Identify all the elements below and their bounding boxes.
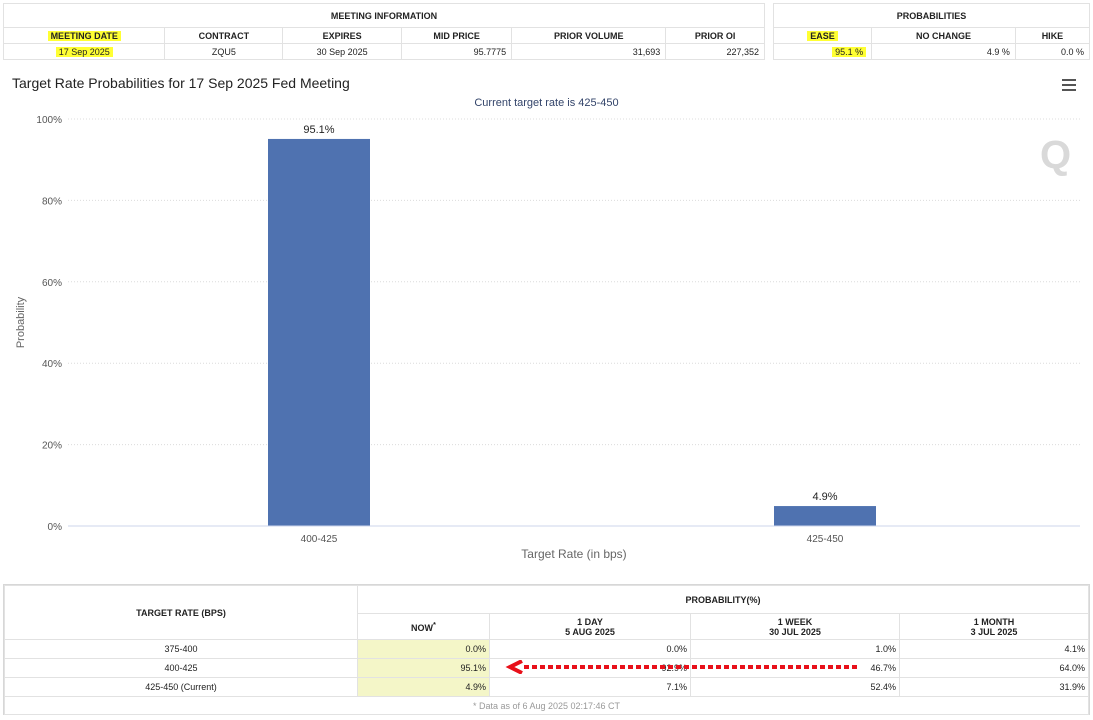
contract-header: CONTRACT	[164, 27, 284, 44]
probability-history-table: TARGET RATE (BPS) PROBABILITY(%) NOW* 1 …	[3, 584, 1090, 715]
one-month-cell: 64.0%	[899, 658, 1089, 678]
prior-volume-header: PRIOR VOLUME	[511, 27, 667, 44]
hike-value: 0.0 %	[1014, 43, 1091, 60]
target-rate-header: TARGET RATE (BPS)	[4, 585, 358, 640]
one-month-cell: 31.9%	[899, 677, 1089, 697]
now-cell: 0.0%	[357, 639, 490, 659]
red-arrow-annotation	[505, 660, 858, 674]
no-change-header: NO CHANGE	[871, 27, 1016, 44]
rate-cell: 425-450 (Current)	[4, 677, 358, 697]
data-label-425-450: 4.9%	[812, 491, 837, 503]
y-tick-label: 20%	[42, 441, 62, 452]
mid-price-header: MID PRICE	[401, 27, 513, 44]
now-cell: 95.1%	[357, 658, 490, 678]
rate-cell: 400-425	[4, 658, 358, 678]
x-axis-label: Target Rate (in bps)	[521, 547, 626, 561]
one-day-cell: 7.1%	[489, 677, 691, 697]
ease-header: EASE	[772, 27, 873, 44]
x-tick-label-400-425: 400-425	[301, 534, 338, 545]
y-tick-label: 0%	[48, 522, 63, 533]
table-row: 375-400 0.0% 0.0% 1.0% 4.1%	[4, 639, 1089, 659]
chart-subtitle: Current target rate is 425-450	[474, 97, 619, 109]
table-row: 400-425 95.1% 92.9% 46.7% 64.0%	[4, 658, 1089, 678]
chart-data-labels: 95.1% 4.9%	[303, 124, 837, 503]
bar-425-450	[774, 506, 876, 526]
ease-value: 95.1 %	[772, 43, 873, 60]
meeting-information-title: MEETING INFORMATION	[3, 3, 765, 28]
hike-header: HIKE	[1014, 27, 1091, 44]
one-month-header: 1 MONTH 3 JUL 2025	[899, 613, 1089, 640]
data-timestamp-note: * Data as of 6 Aug 2025 02:17:46 CT	[4, 696, 1089, 715]
prior-oi-header: PRIOR OI	[665, 27, 765, 44]
no-change-value: 4.9 %	[871, 43, 1016, 60]
one-month-cell: 4.1%	[899, 639, 1089, 659]
now-header: NOW*	[357, 613, 490, 640]
one-week-cell: 52.4%	[690, 677, 900, 697]
data-label-400-425: 95.1%	[303, 124, 334, 136]
mid-price-value: 95.7775	[401, 43, 513, 60]
y-tick-label: 60%	[42, 278, 62, 289]
rate-cell: 375-400	[4, 639, 358, 659]
y-tick-label: 100%	[36, 115, 62, 126]
prior-oi-value: 227,352	[665, 43, 765, 60]
prior-volume-value: 31,693	[511, 43, 667, 60]
y-axis-ticks: 0% 20% 40% 60% 80% 100%	[36, 115, 62, 533]
chart-bars	[268, 138, 876, 526]
table-row: 425-450 (Current) 4.9% 7.1% 52.4% 31.9%	[4, 677, 1089, 697]
y-tick-label: 80%	[42, 196, 62, 207]
x-tick-label-425-450: 425-450	[807, 534, 844, 545]
probabilities-table: PROBABILITIES EASE NO CHANGE HIKE 95.1 %…	[772, 3, 1091, 60]
meeting-information-table: MEETING INFORMATION MEETING DATE CONTRAC…	[2, 3, 765, 60]
contract-value: ZQU5	[164, 43, 284, 60]
y-axis-label: Probability	[15, 296, 27, 348]
expires-value: 30 Sep 2025	[282, 43, 403, 60]
probability-bar-chart: 0% 20% 40% 60% 80% 100% 95.1% 4.9% 400-425 425-…	[15, 115, 1080, 561]
probability-header: PROBABILITY(%)	[357, 585, 1089, 614]
meeting-date-value: 17 Sep 2025	[2, 43, 166, 60]
y-tick-label: 40%	[42, 359, 62, 370]
expires-header: EXPIRES	[282, 27, 403, 44]
watermark-logo: Q	[1040, 133, 1072, 177]
x-axis-ticks: 400-425 425-450	[301, 534, 844, 545]
hamburger-icon[interactable]	[1062, 79, 1076, 91]
one-week-header: 1 WEEK 30 JUL 2025	[690, 613, 900, 640]
one-day-header: 1 DAY 5 AUG 2025	[489, 613, 691, 640]
chart-title: Target Rate Probabilities for 17 Sep 202…	[12, 75, 350, 91]
meeting-date-header: MEETING DATE	[2, 27, 166, 44]
now-cell: 4.9%	[357, 677, 490, 697]
top-summary: MEETING INFORMATION MEETING DATE CONTRAC…	[2, 3, 1091, 67]
probabilities-title: PROBABILITIES	[773, 3, 1090, 28]
bar-400-425	[268, 138, 370, 526]
one-week-cell: 1.0%	[690, 639, 900, 659]
chart-gridlines	[68, 118, 1080, 446]
one-day-cell: 0.0%	[489, 639, 691, 659]
